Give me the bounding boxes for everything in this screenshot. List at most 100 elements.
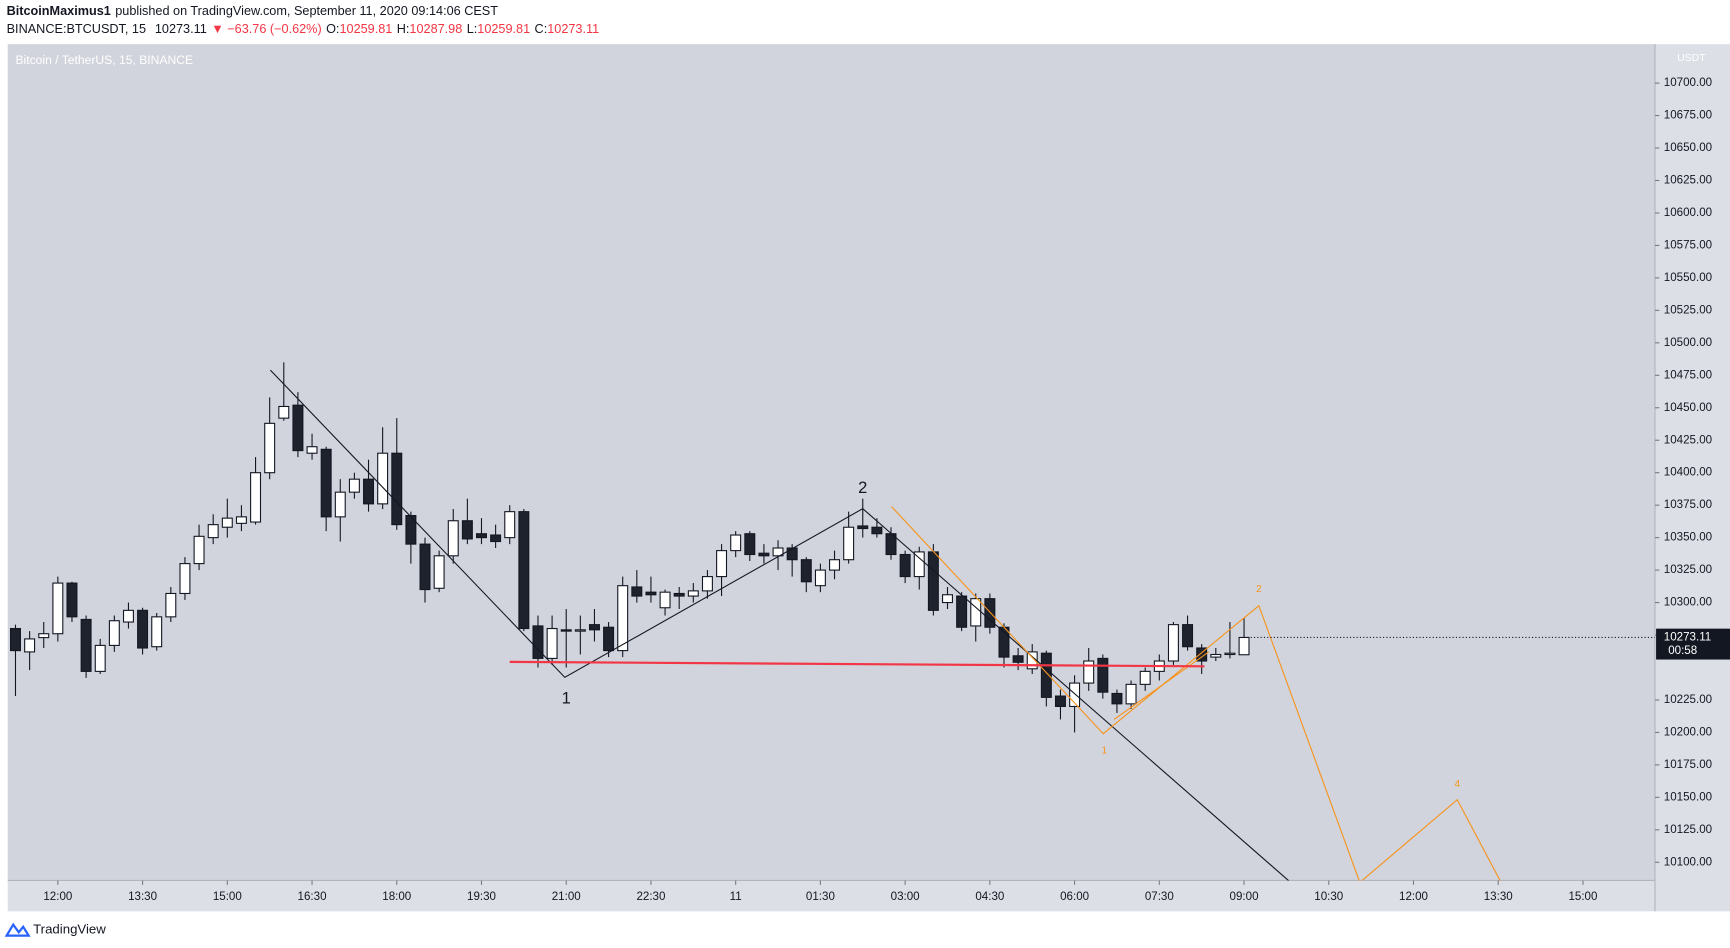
change: ▼ −63.76 (−0.62%) [211,22,321,36]
ohlc-value: 10259.81 [339,22,392,36]
ohlc-label: L: [467,22,478,36]
candle-body [1196,647,1208,662]
ohlc-value: 10259.81 [477,22,530,36]
x-tick-label: 19:30 [467,891,496,903]
plot: 1 2 1 2 4 [9,362,1501,881]
y-tick-label: 10100.00 [1664,856,1712,868]
logo [4,922,31,937]
y-tick-label: 10175.00 [1664,759,1712,771]
x-tick-label: 03:00 [891,891,920,903]
y-tick-label: 10675.00 [1664,110,1712,122]
candle-body [687,590,699,597]
candle-body [137,609,149,649]
candle-body [546,627,558,659]
candle-body [292,404,304,452]
wave-label: 4 [1455,779,1461,790]
candle-body [1097,657,1109,693]
x-tick-label: 16:30 [298,891,327,903]
axis-unit: USDT [1677,53,1706,64]
candle-body [518,511,530,630]
candle-body [1012,655,1024,663]
candle-body [66,582,78,618]
y-tick-label: 10600.00 [1664,207,1712,219]
candle-body [1069,682,1081,707]
y-tick-label: 10700.00 [1664,77,1712,89]
candle-body [603,626,615,652]
last-price-label: 10273.11 [1664,632,1711,644]
candle-body [984,598,996,628]
trend-line [509,660,1205,668]
candle-body [617,585,629,652]
wave-label: 1 [562,689,571,708]
candle-body [363,478,375,505]
y-tick-label: 10575.00 [1664,239,1712,251]
candle-body [758,552,770,557]
x-tick-label: 22:30 [636,891,665,903]
x-tick-label: 01:30 [806,891,835,903]
x-tick-label: 07:30 [1145,891,1174,903]
x-tick-label: 12:00 [43,891,72,903]
candle-body [151,616,163,648]
y-tick-label: 10200.00 [1664,726,1712,738]
trend-line [1113,651,1210,720]
candle-body [193,535,205,565]
candle-body [278,405,290,419]
candle-body [970,598,982,627]
candle-body [235,516,247,524]
symbol: BINANCE:BTCUSDT, 15 [7,22,146,36]
symbol-line: BINANCE:BTCUSDT, 15 10273.11 ▼ −63.76 (−0.… [7,22,600,36]
y-tick-label: 10425.00 [1664,434,1712,446]
candle-body [871,526,883,535]
candle-body [659,591,671,609]
candle-body [673,592,685,597]
candle-body [207,524,219,539]
candle-body [927,551,939,611]
trend-line [269,369,1290,881]
y-tick-label: 10550.00 [1664,272,1712,284]
time-axis [7,880,1655,912]
candle-body [179,563,191,595]
candle-body [165,592,177,618]
candle-body [1139,670,1151,685]
wave-label: 1 [1101,746,1107,757]
candle-body [504,511,516,539]
x-tick-label: 09:00 [1230,891,1259,903]
candle-body [814,569,826,587]
candle-body [956,595,968,628]
wave-label: 2 [1256,584,1262,595]
ohlc-label: O: [326,22,339,36]
ohlc-label: C: [535,22,548,36]
chart-legend: Bitcoin / TetherUS, 15, BINANCE [15,53,193,67]
candle-body [843,526,855,561]
candle-body [461,520,473,540]
x-tick-label: 11 [730,891,742,903]
ohlc-value: 10273.11 [547,22,599,36]
x-tick-label: 10:30 [1314,891,1343,903]
candle-body [744,533,756,556]
candle-body [264,422,276,474]
candle-body [800,559,812,583]
candle-body [857,525,869,530]
candle-body [1167,624,1179,662]
candle-body [348,478,360,493]
ohlc-label: H: [397,22,410,36]
y-tick-label: 10225.00 [1664,694,1712,706]
x-tick-label: 06:00 [1060,891,1089,903]
y-tick-label: 10500.00 [1664,337,1712,349]
candle-body [475,533,487,539]
wave-label: 2 [858,478,867,497]
candle-body [419,543,431,591]
candle-body [391,452,403,526]
countdown: 00:58 [1668,645,1697,657]
price: 10273.11 [155,22,207,36]
candle-body [306,446,318,454]
price-axis [1654,44,1730,912]
candle-body [645,591,657,596]
x-tick-label: 13:30 [128,891,157,903]
candle-body [1238,636,1250,656]
header-line: BitcoinMaximus1 published on TradingView.… [7,4,499,18]
x-tick-label: 18:00 [382,891,411,903]
x-tick-label: 15:00 [213,891,242,903]
candle-body [221,517,233,528]
candle-body [334,491,346,518]
